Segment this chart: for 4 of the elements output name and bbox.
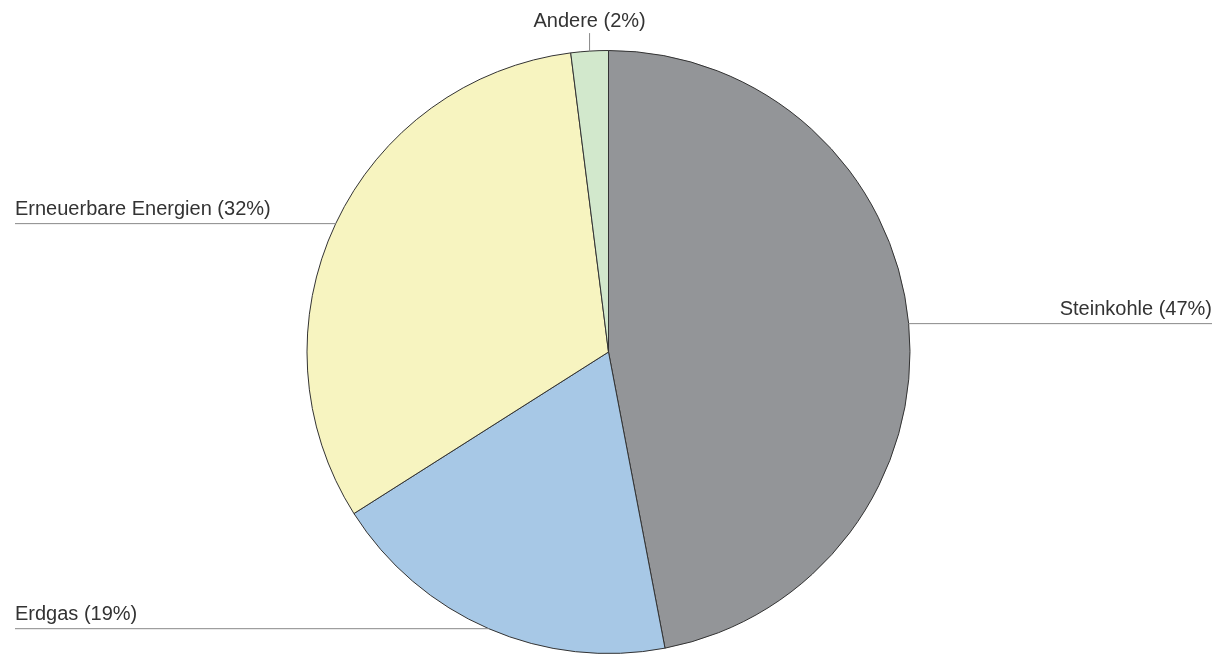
slice-label: Andere (2%) bbox=[533, 8, 646, 31]
slice-label: Erdgas (19%) bbox=[15, 602, 138, 625]
slice-label: Steinkohle (47%) bbox=[1059, 297, 1212, 320]
slice-label: Erneuerbare Energien (32%) bbox=[15, 197, 271, 220]
